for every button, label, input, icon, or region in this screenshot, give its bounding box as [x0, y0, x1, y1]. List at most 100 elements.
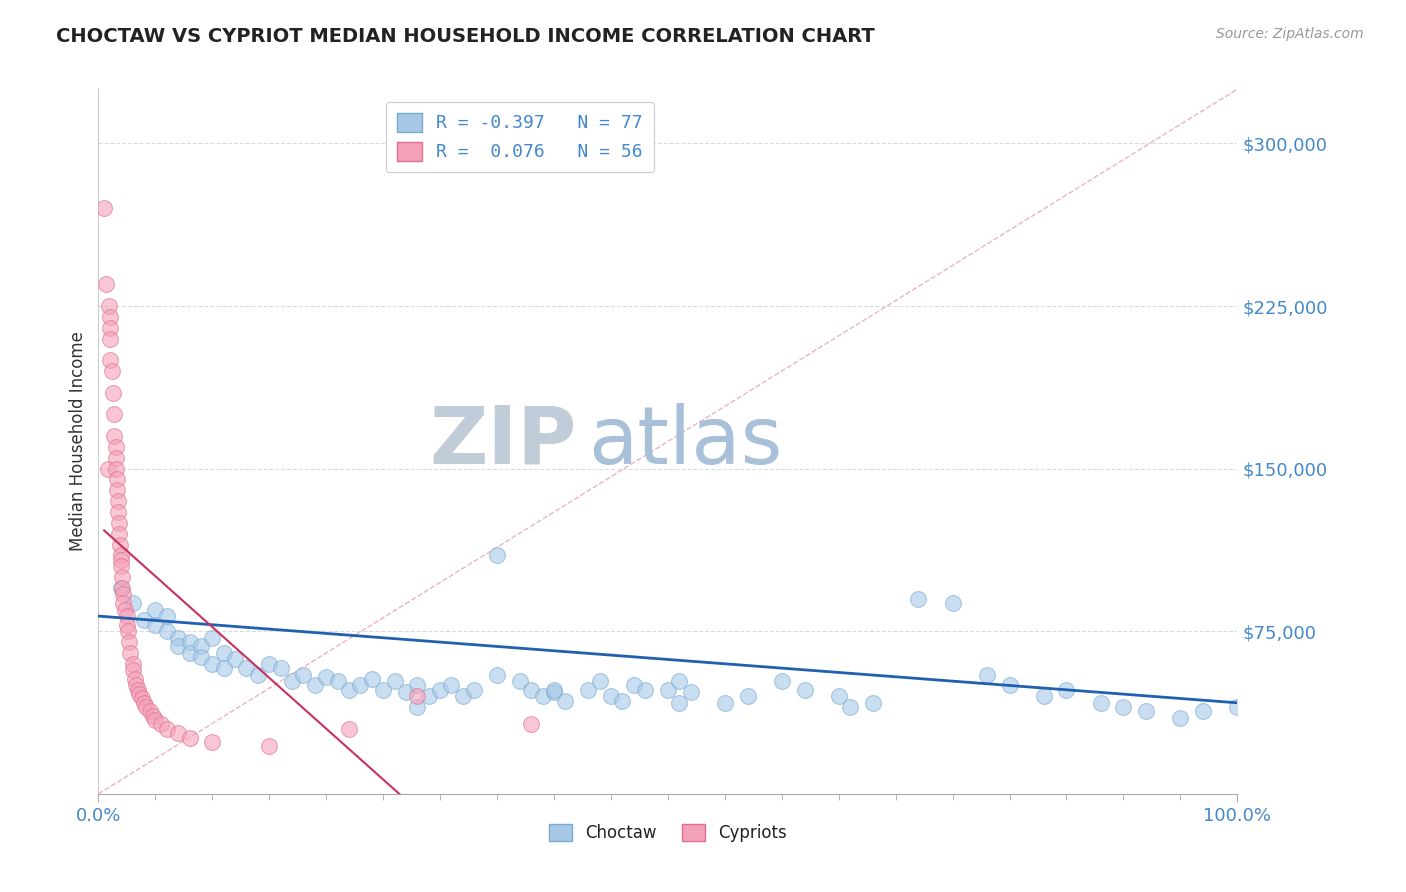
Point: [235, 661, 257, 675]
Point: [1170, 711, 1192, 725]
Point: [406, 678, 429, 692]
Point: [96, 461, 118, 475]
Point: [96, 277, 118, 292]
Point: [998, 678, 1021, 692]
Point: [103, 429, 125, 443]
Point: [531, 690, 554, 704]
Point: [179, 635, 201, 649]
Point: [105, 483, 128, 498]
Point: [179, 646, 201, 660]
Point: [114, 602, 136, 616]
Point: [103, 408, 125, 422]
Point: [117, 624, 139, 639]
Point: [110, 552, 132, 566]
Point: [384, 674, 406, 689]
Point: [418, 690, 440, 704]
Point: [1226, 700, 1249, 714]
Point: [543, 685, 565, 699]
Point: [623, 678, 645, 692]
Point: [942, 596, 965, 610]
Point: [406, 700, 429, 714]
Point: [150, 717, 173, 731]
Point: [657, 682, 679, 697]
Point: [270, 661, 292, 675]
Point: [121, 663, 143, 677]
Point: [554, 693, 576, 707]
Point: [486, 549, 509, 563]
Point: [142, 708, 165, 723]
Point: [110, 581, 132, 595]
Point: [679, 685, 702, 699]
Point: [292, 667, 315, 681]
Point: [167, 640, 190, 654]
Point: [714, 696, 737, 710]
Point: [156, 624, 179, 639]
Point: [107, 494, 129, 508]
Point: [509, 674, 531, 689]
Point: [110, 559, 132, 574]
Point: [634, 682, 657, 697]
Point: [190, 640, 212, 654]
Point: [588, 674, 610, 689]
Point: [167, 726, 190, 740]
Point: [107, 505, 129, 519]
Point: [212, 661, 235, 675]
Point: [668, 674, 690, 689]
Point: [127, 682, 149, 697]
Point: [259, 657, 281, 671]
Point: [1090, 696, 1112, 710]
Point: [145, 602, 167, 616]
Point: [156, 722, 179, 736]
Point: [111, 570, 134, 584]
Point: [337, 682, 360, 697]
Point: [98, 310, 121, 324]
Point: [976, 667, 998, 681]
Point: [104, 450, 127, 465]
Point: [246, 667, 269, 681]
Point: [121, 657, 143, 671]
Point: [576, 682, 599, 697]
Point: [98, 332, 121, 346]
Point: [440, 678, 463, 692]
Point: [360, 672, 382, 686]
Point: [668, 696, 690, 710]
Point: [281, 674, 304, 689]
Point: [110, 549, 132, 563]
Point: [97, 299, 120, 313]
Point: [612, 693, 634, 707]
Point: [98, 320, 121, 334]
Point: [486, 667, 509, 681]
Point: [108, 537, 131, 551]
Point: [104, 461, 127, 475]
Point: [1032, 690, 1054, 704]
Point: [105, 473, 128, 487]
Text: ZIP: ZIP: [429, 402, 576, 481]
Y-axis label: Median Household Income: Median Household Income: [69, 332, 87, 551]
Point: [259, 739, 281, 754]
Point: [463, 682, 485, 697]
Point: [108, 516, 131, 530]
Point: [115, 617, 138, 632]
Point: [115, 609, 138, 624]
Point: [128, 687, 150, 701]
Point: [429, 682, 451, 697]
Point: [395, 685, 418, 699]
Point: [156, 609, 179, 624]
Point: [118, 635, 141, 649]
Point: [520, 682, 543, 697]
Point: [132, 696, 155, 710]
Point: [406, 690, 429, 704]
Point: [1112, 700, 1135, 714]
Point: [543, 682, 565, 697]
Point: [98, 353, 121, 368]
Point: [828, 690, 851, 704]
Point: [907, 591, 929, 606]
Text: atlas: atlas: [588, 402, 783, 481]
Point: [145, 713, 167, 727]
Text: CHOCTAW VS CYPRIOT MEDIAN HOUSEHOLD INCOME CORRELATION CHART: CHOCTAW VS CYPRIOT MEDIAN HOUSEHOLD INCO…: [56, 27, 875, 45]
Point: [1192, 705, 1215, 719]
Point: [212, 646, 235, 660]
Point: [125, 678, 148, 692]
Point: [839, 700, 862, 714]
Legend: Choctaw, Cypriots: Choctaw, Cypriots: [541, 817, 794, 849]
